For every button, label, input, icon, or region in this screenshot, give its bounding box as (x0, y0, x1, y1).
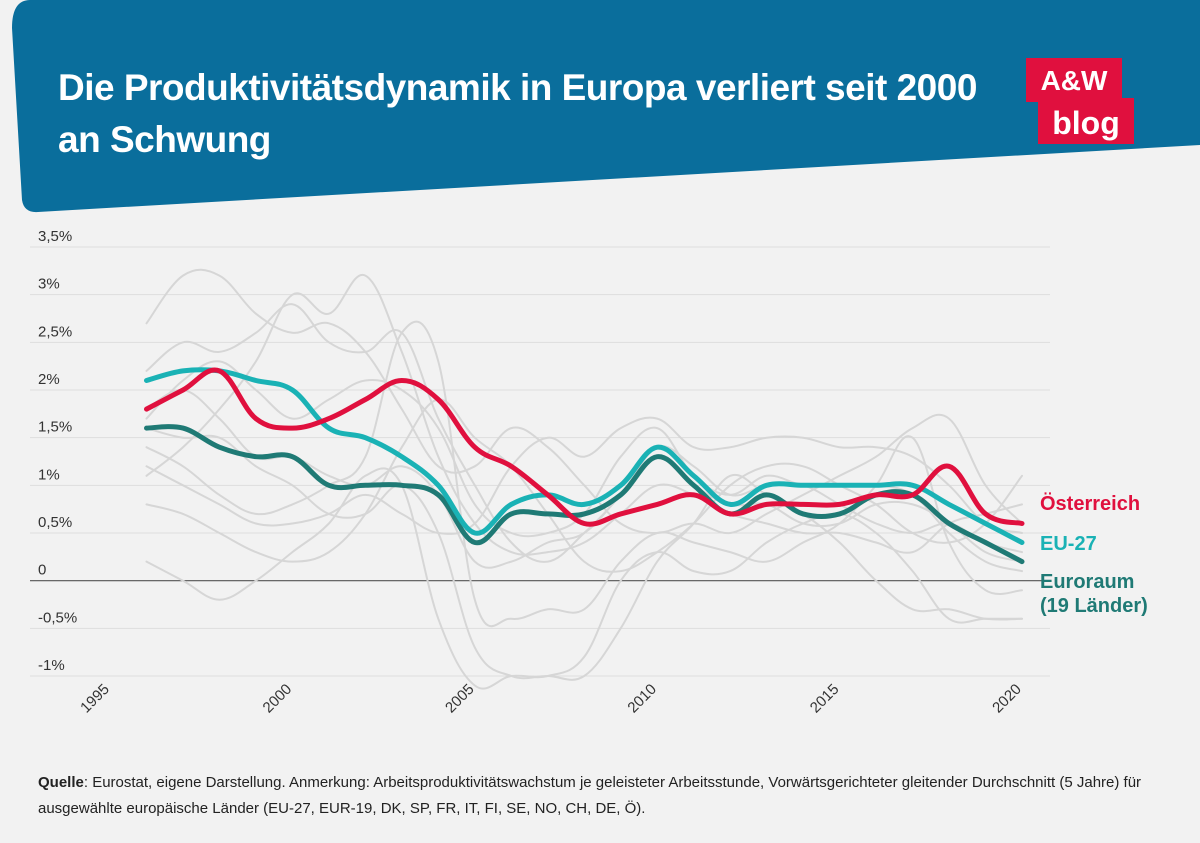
y-tick-label: 3% (38, 276, 60, 293)
y-tick-label: 1,5% (38, 419, 72, 436)
y-tick-label: 3,5% (38, 228, 72, 245)
y-tick-label: 0,5% (38, 514, 72, 531)
highlighted-series-lines (144, 367, 1025, 565)
background-series-line (145, 303, 1023, 563)
title-banner (12, 0, 1200, 213)
chart-title: Die Produktivitätsdynamik in Europa verl… (58, 67, 977, 160)
background-series-line (145, 398, 1023, 573)
x-tick-label: 2010 (624, 681, 660, 717)
x-tick-label: 2000 (260, 681, 296, 717)
y-tick-label: -1% (38, 657, 65, 674)
logo-bottom-block (1038, 98, 1134, 144)
series-label-eu27: EU-27 (1040, 533, 1097, 555)
series-label-euroraum: Euroraum (19 Länder) (1040, 571, 1148, 617)
banner-shape (12, 0, 1200, 213)
source-note: Quelle: Eurostat, eigene Darstellung. An… (38, 770, 1178, 822)
series-labels: Österreich EU-27 Euroraum (19 Länder) (1040, 492, 1148, 617)
gridlines (30, 246, 1050, 677)
background-series-line (145, 467, 1023, 690)
y-tick-label: -0,5% (38, 609, 77, 626)
x-tick-label: 2005 (442, 681, 478, 717)
y-axis-ticks: 3,5% 3% 2,5% 2% 1,5% 1% 0,5% 0 -0,5% -1% (38, 228, 77, 674)
x-tick-label: 1995 (77, 681, 113, 717)
productivity-line-chart: 3,5% 3% 2,5% 2% 1,5% 1% 0,5% 0 -0,5% -1% 1995 2000… (30, 228, 1148, 717)
source-label: Quelle (38, 774, 84, 791)
background-series-line (145, 388, 1023, 569)
background-series-line (145, 427, 1023, 681)
logo-top-text: A&W (1041, 65, 1108, 96)
series-line-eu27 (144, 367, 1025, 545)
y-tick-label: 2% (38, 371, 60, 388)
series-label-austria: Österreich (1040, 492, 1140, 515)
logo-top-block (1026, 58, 1122, 102)
y-tick-label: 2,5% (38, 323, 72, 340)
background-series-line (145, 360, 1023, 573)
y-tick-label: 1% (38, 466, 60, 483)
x-axis-ticks: 1995 2000 2005 2010 2015 2020 (77, 681, 1025, 717)
logo-bottom-text: blog (1052, 105, 1120, 141)
x-tick-label: 2015 (807, 681, 843, 717)
background-series-line (145, 273, 1023, 556)
aw-blog-logo: A&W blog (1026, 58, 1134, 144)
series-line-austria (144, 367, 1025, 527)
y-tick-label: 0 (38, 562, 46, 579)
background-country-lines (145, 268, 1023, 690)
background-series-line (145, 416, 1023, 535)
x-tick-label: 2020 (989, 681, 1025, 717)
background-series-line (145, 268, 1023, 535)
source-text: : Eurostat, eigene Darstellung. Anmerkun… (38, 774, 1142, 817)
